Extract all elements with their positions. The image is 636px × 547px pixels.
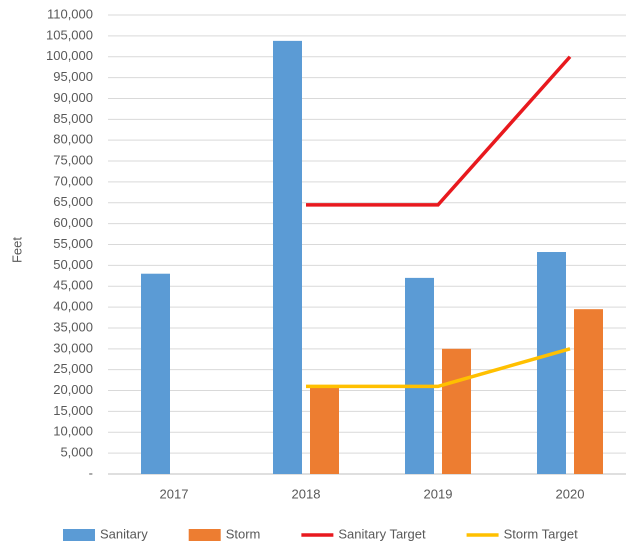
bar — [537, 252, 566, 474]
legend-swatch — [63, 529, 95, 541]
bar — [310, 386, 339, 474]
y-tick-label: 65,000 — [53, 194, 93, 209]
y-tick-label: 55,000 — [53, 236, 93, 251]
x-tick-label: 2019 — [424, 486, 453, 501]
y-tick-label: 45,000 — [53, 278, 93, 293]
y-tick-label: 25,000 — [53, 361, 93, 376]
bar — [141, 273, 170, 474]
y-tick-label: 50,000 — [53, 257, 93, 272]
legend-swatch — [188, 529, 221, 541]
x-tick-label: 2017 — [160, 486, 189, 501]
y-tick-label: 5,000 — [60, 445, 93, 460]
y-tick-label: 105,000 — [46, 27, 93, 42]
y-tick-label: 110,000 — [47, 6, 93, 21]
y-tick-label: 35,000 — [53, 319, 93, 334]
y-axis-label: Feet — [9, 237, 24, 263]
y-tick-label: 100,000 — [46, 48, 93, 63]
y-tick-label: 85,000 — [53, 111, 93, 126]
x-tick-label: 2018 — [292, 486, 321, 501]
y-tick-label: 30,000 — [53, 340, 93, 355]
bar — [273, 40, 302, 474]
legend-label: Sanitary Target — [338, 526, 426, 541]
y-tick-label: 20,000 — [53, 382, 93, 397]
bar — [442, 348, 471, 474]
legend-label: Sanitary — [100, 526, 148, 541]
x-tick-label: 2020 — [556, 486, 585, 501]
y-tick-label: 40,000 — [53, 299, 93, 314]
y-tick-label: 60,000 — [53, 215, 93, 230]
y-tick-label: 15,000 — [53, 403, 93, 418]
legend-label: Storm Target — [504, 526, 579, 541]
y-tick-label: 80,000 — [53, 132, 93, 147]
legend-label: Storm — [226, 526, 261, 541]
y-tick-label: 95,000 — [53, 69, 93, 84]
y-tick-label: 10,000 — [53, 424, 93, 439]
bar — [574, 309, 603, 474]
y-tick-label: 90,000 — [53, 90, 93, 105]
y-tick-label: 75,000 — [53, 152, 93, 167]
line — [306, 347, 571, 389]
line — [306, 55, 572, 207]
y-tick-label: 70,000 — [53, 173, 93, 188]
bar — [405, 277, 434, 474]
y-tick-label: - — [89, 465, 93, 480]
